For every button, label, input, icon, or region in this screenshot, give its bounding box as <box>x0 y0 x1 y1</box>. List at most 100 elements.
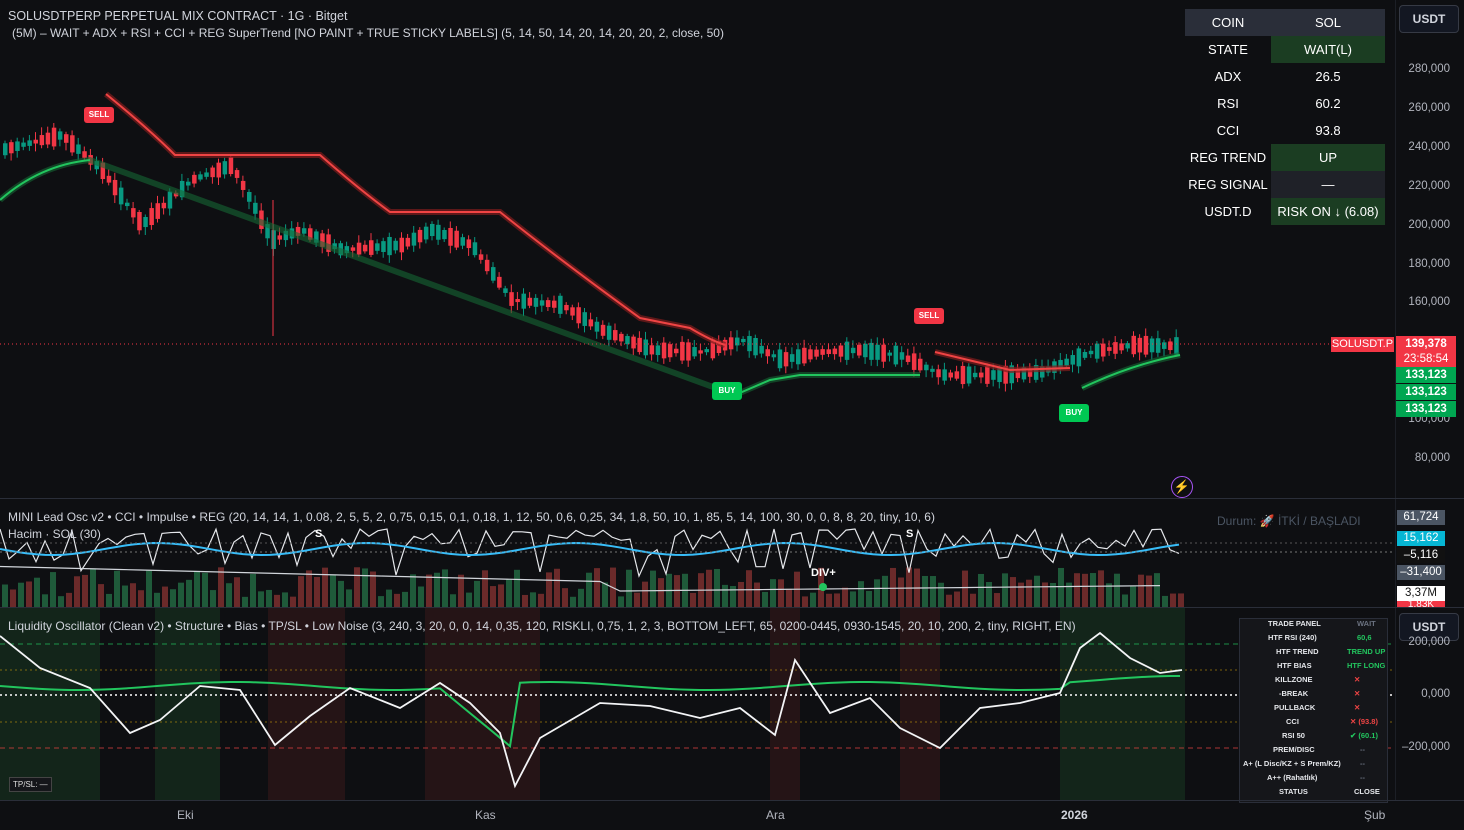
volume-bar <box>954 591 960 607</box>
status-value: 26.5 <box>1315 69 1341 84</box>
candle-body <box>600 324 606 336</box>
volume-value-tag: 3,37M <box>1397 586 1445 601</box>
osc2-currency-button[interactable]: USDT <box>1399 613 1459 641</box>
candle-body <box>747 336 752 352</box>
status-row-reg-trend: REG TREND UP <box>1185 144 1385 171</box>
osc1-value-tag: 15,162 <box>1397 531 1445 546</box>
currency-button[interactable]: USDT <box>1399 5 1459 33</box>
volume-bar <box>474 580 480 607</box>
volume-bar <box>946 594 952 607</box>
volume-bar <box>306 570 312 607</box>
volume-bar <box>234 577 240 607</box>
volume-bar <box>962 570 968 607</box>
price-tick: 220,000 <box>1408 180 1450 192</box>
candle-body <box>564 304 569 311</box>
trade-panel-key: HTF TREND <box>1276 647 1319 656</box>
candle-body <box>436 224 441 240</box>
candle-body <box>308 228 313 240</box>
candle-body <box>173 192 179 197</box>
candle-body <box>314 231 319 243</box>
candle-body <box>1143 335 1149 355</box>
volume-bar <box>346 589 352 607</box>
candle-body <box>674 348 679 354</box>
momentum-status: Durum: 🚀 İTKİ / BAŞLADI <box>1217 514 1361 528</box>
candle-body <box>70 135 75 153</box>
volume-bar <box>906 567 912 607</box>
candle-body <box>423 226 429 240</box>
volume-bar <box>1050 582 1056 607</box>
trade-panel-key: PREM/DISC <box>1273 745 1315 754</box>
volume-bar <box>74 576 80 607</box>
candle-body <box>76 144 81 154</box>
pane-divider[interactable] <box>0 607 1464 608</box>
candle-body <box>1070 355 1075 365</box>
candle-body <box>265 224 270 239</box>
candle-body <box>820 349 825 355</box>
candle-body <box>1119 343 1124 351</box>
status-table: COIN SOL STATE WAIT(L) ADX 26.5 RSI 60.2 CCI… <box>1185 9 1385 225</box>
volume-bar <box>1106 583 1112 607</box>
candle-body <box>204 172 209 177</box>
s-signal-label: S <box>315 528 323 540</box>
volume-bar <box>770 579 776 607</box>
trade-panel-value: WAIT <box>1357 619 1376 628</box>
candle-body <box>271 230 276 249</box>
trade-panel-value: -- <box>1360 759 1365 768</box>
price-chart[interactable] <box>0 0 1395 498</box>
status-row-rsi: RSI 60.2 <box>1185 90 1385 117</box>
candle-body <box>222 161 228 175</box>
lightning-icon[interactable]: ⚡ <box>1171 476 1193 498</box>
price-axis[interactable] <box>1395 0 1464 800</box>
candle-body <box>936 369 941 378</box>
volume-bar <box>458 574 464 607</box>
trade-panel-key: HTF RSI (240) <box>1268 633 1317 642</box>
trade-panel-key: A++ (Rahatlık) <box>1267 773 1318 782</box>
oscillator-2-chart[interactable] <box>0 608 1395 800</box>
volume-bar <box>1170 593 1176 607</box>
candle-body <box>399 237 404 253</box>
candle-body <box>375 243 380 251</box>
status-key: RSI <box>1217 96 1239 111</box>
candle-body <box>39 135 45 146</box>
candle-body <box>515 299 520 303</box>
candle-body <box>45 132 51 145</box>
candle-body <box>960 365 966 385</box>
time-axis-label: Şub <box>1364 808 1386 822</box>
time-axis-divider <box>0 800 1464 801</box>
volume-bar <box>34 577 40 607</box>
divergence-label: DIV+ <box>811 567 836 579</box>
status-value: — <box>1271 171 1385 198</box>
trade-panel-key: STATUS <box>1279 787 1308 796</box>
candle-body <box>460 237 465 246</box>
candle-body <box>326 234 331 252</box>
osc1-value-tag: –31,400 <box>1397 565 1445 580</box>
volume-bar <box>10 589 16 607</box>
zone-shade <box>770 608 800 800</box>
volume-bar <box>498 584 504 607</box>
status-row-state: STATE WAIT(L) <box>1185 36 1385 63</box>
candle-body <box>759 345 764 354</box>
volume-bar <box>634 592 640 607</box>
volume-bar <box>202 572 208 607</box>
status-row-usdt-d: USDT.D RISK ON ↓ (6.08) <box>1185 198 1385 225</box>
volume-bar <box>986 582 992 607</box>
volume-bar <box>250 573 256 607</box>
oscillator-1-chart[interactable] <box>0 499 1395 607</box>
candle-body <box>698 350 703 354</box>
volume-bar <box>298 576 304 607</box>
volume-bar <box>226 583 232 607</box>
volume-bar <box>938 582 944 607</box>
trade-panel-value: 60,6 <box>1357 633 1372 642</box>
pane-divider[interactable] <box>0 498 1464 499</box>
indicator-title: (5M) – WAIT + ADX + RSI + CCI + REG Supe… <box>12 26 724 40</box>
volume-bar <box>218 567 224 607</box>
buy-signal-badge: BUY <box>712 382 742 400</box>
candle-body <box>972 372 978 378</box>
volume-bar <box>170 589 176 607</box>
candle-body <box>905 355 911 362</box>
volume-bar <box>1114 573 1120 607</box>
trade-panel-value: ✕ <box>1354 675 1361 684</box>
volume-bar <box>210 590 216 607</box>
candle-body <box>198 174 203 180</box>
candle-body <box>997 367 1002 383</box>
